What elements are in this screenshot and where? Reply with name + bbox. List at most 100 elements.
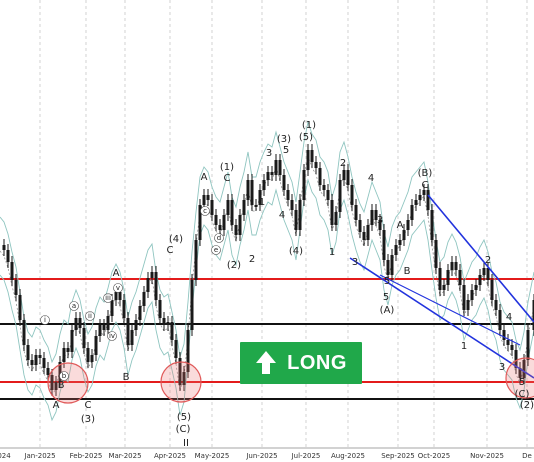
price-body bbox=[494, 300, 498, 310]
price-body bbox=[90, 355, 94, 362]
price-body bbox=[46, 368, 50, 375]
wave-label: 2 bbox=[340, 158, 346, 169]
price-body bbox=[510, 345, 514, 350]
price-body bbox=[270, 172, 274, 175]
wave-label: 5 bbox=[519, 377, 525, 388]
wave-label: 5 bbox=[383, 292, 389, 303]
x-tick-label: 024 bbox=[0, 452, 11, 460]
wave-label: 4 bbox=[506, 312, 512, 323]
price-body bbox=[382, 230, 386, 260]
wave-label: B bbox=[58, 380, 65, 391]
price-body bbox=[402, 230, 406, 240]
wave-label: (5) bbox=[177, 412, 191, 423]
price-body bbox=[306, 150, 310, 170]
price-body bbox=[118, 292, 122, 300]
sublabel-text: b bbox=[62, 372, 67, 380]
x-tick-label: De bbox=[522, 452, 532, 460]
price-body bbox=[262, 180, 266, 190]
x-tick-label: Feb-2025 bbox=[70, 452, 103, 460]
price-body bbox=[322, 185, 326, 190]
sublabel-text: iv bbox=[109, 332, 115, 340]
wave-label: 2 bbox=[249, 254, 255, 265]
price-body bbox=[266, 172, 270, 180]
price-body bbox=[74, 318, 78, 330]
price-body bbox=[378, 220, 382, 230]
channel-mid-line bbox=[379, 274, 521, 346]
price-body bbox=[342, 170, 346, 180]
price-body bbox=[370, 210, 374, 225]
price-body bbox=[470, 290, 474, 300]
price-body bbox=[126, 318, 130, 345]
wave-label: 5 bbox=[283, 145, 289, 156]
sublabel-circle bbox=[103, 293, 113, 303]
x-tick-label: Jan-2025 bbox=[23, 452, 55, 460]
wave-label: B bbox=[404, 266, 411, 277]
price-body bbox=[234, 225, 238, 235]
wave-label: 1 bbox=[461, 341, 467, 352]
sublabel-text: i bbox=[44, 316, 46, 324]
sublabel-circle bbox=[85, 311, 95, 321]
sublabel-text: d bbox=[217, 234, 221, 242]
sublabel-circle bbox=[107, 331, 117, 341]
price-body bbox=[206, 195, 210, 200]
price-body bbox=[250, 180, 254, 205]
price-body bbox=[22, 320, 26, 345]
price-body bbox=[18, 295, 22, 320]
price-body bbox=[66, 348, 70, 352]
price-body bbox=[34, 355, 38, 365]
price-body bbox=[110, 300, 114, 316]
wave-label: (1) bbox=[302, 120, 316, 131]
price-body bbox=[410, 205, 414, 220]
price-body bbox=[2, 245, 6, 250]
wave-label: 4 bbox=[279, 210, 285, 221]
price-body bbox=[214, 215, 218, 225]
price-body bbox=[438, 268, 442, 290]
price-body bbox=[230, 200, 234, 225]
price-body bbox=[490, 280, 494, 300]
price-body bbox=[414, 200, 418, 205]
price-body bbox=[362, 232, 366, 240]
wave-label: C bbox=[422, 180, 429, 191]
price-body bbox=[86, 348, 90, 362]
price-body bbox=[58, 362, 62, 382]
wave-label: A bbox=[113, 268, 120, 279]
price-body bbox=[226, 200, 230, 215]
x-tick-label: Oct-2025 bbox=[418, 452, 450, 460]
sublabel-text: e bbox=[214, 246, 218, 254]
price-body bbox=[282, 175, 286, 190]
wave-label: A bbox=[201, 172, 208, 183]
price-body bbox=[334, 212, 338, 225]
price-body bbox=[102, 325, 106, 330]
price-body bbox=[474, 285, 478, 290]
lower-band-line bbox=[0, 178, 534, 422]
price-body bbox=[186, 330, 190, 372]
wave-label: (1) bbox=[220, 162, 234, 173]
price-body bbox=[386, 260, 390, 275]
price-body bbox=[346, 170, 350, 185]
wave-label: (3) bbox=[277, 134, 291, 145]
price-body bbox=[314, 162, 318, 168]
price-body bbox=[338, 180, 342, 212]
price-body bbox=[358, 220, 362, 232]
price-body bbox=[466, 300, 470, 310]
price-body bbox=[374, 210, 378, 220]
price-body bbox=[366, 225, 370, 240]
wave-label: (C) bbox=[515, 389, 530, 400]
wave-label: (2) bbox=[520, 400, 534, 411]
price-body bbox=[98, 325, 102, 336]
sublabel-circle bbox=[200, 206, 210, 216]
price-body bbox=[434, 240, 438, 268]
price-body bbox=[310, 150, 314, 162]
wave-label: 3 bbox=[499, 362, 505, 373]
price-body bbox=[146, 278, 150, 292]
wave-label: 1 bbox=[259, 197, 265, 208]
wave-label: 3 bbox=[352, 257, 358, 268]
price-body bbox=[178, 358, 182, 385]
price-body bbox=[70, 330, 74, 352]
wave-label: (C) bbox=[176, 424, 191, 435]
price-body bbox=[42, 358, 46, 368]
x-tick-label: May-2025 bbox=[195, 452, 230, 460]
price-body bbox=[442, 285, 446, 290]
price-body bbox=[50, 375, 54, 390]
price-body bbox=[106, 316, 110, 330]
